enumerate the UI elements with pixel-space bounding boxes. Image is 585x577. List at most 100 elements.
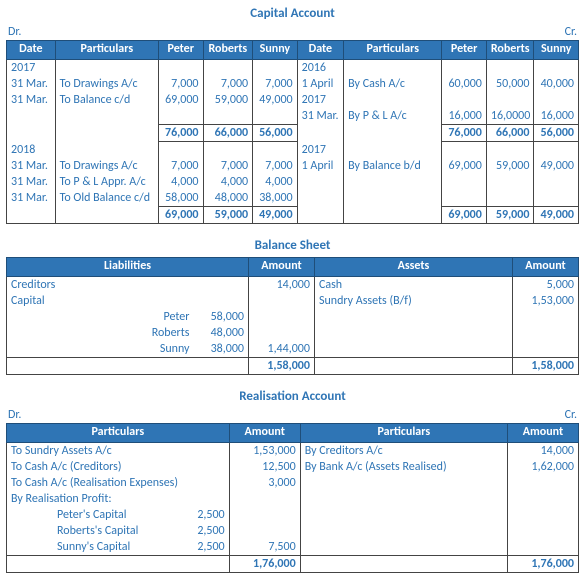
c: 69,000 (159, 92, 203, 108)
balance-title: Balance Sheet (6, 236, 579, 257)
total-row: 1,76,000 1,76,000 (7, 555, 579, 572)
c: 76,000 (442, 125, 486, 142)
table-row: 31 Mar. To Balance c/d 69,000 59,000 49,… (7, 92, 579, 108)
c (7, 555, 230, 572)
c (507, 475, 578, 491)
c (512, 341, 578, 358)
c (442, 174, 486, 190)
c (344, 92, 442, 108)
c (344, 142, 442, 158)
table-row: By Realisation Profit: (7, 491, 579, 507)
c: Capital (7, 293, 133, 309)
table-row: 2017 2016 (7, 60, 579, 77)
c: 7,000 (159, 158, 203, 174)
total-row: 1,58,000 1,58,000 (7, 357, 579, 374)
h-assets: Assets (314, 257, 512, 276)
c: 2,500 (172, 507, 229, 523)
c: By Balance b/d (344, 158, 442, 174)
c (486, 142, 534, 158)
c: 49,000 (534, 206, 579, 223)
cr-label: Cr. (565, 408, 577, 422)
c (534, 60, 579, 77)
c: 1 April (297, 158, 344, 174)
c: To Cash A/c (Creditors) (7, 459, 230, 475)
c: To Balance c/d (55, 92, 158, 108)
c (229, 491, 300, 507)
c (534, 92, 579, 108)
c (344, 125, 442, 142)
h-date-cr: Date (297, 41, 344, 60)
table-row: Sunny 38,000 1,44,000 (7, 341, 579, 358)
c: 49,000 (534, 158, 579, 174)
c: Roberts's Capital (7, 523, 173, 539)
balance-header-row: Liabilities Amount Assets Amount (7, 257, 579, 276)
c (314, 341, 512, 358)
h-part-cr: Particulars (344, 41, 442, 60)
h-amt-l: Amount (248, 257, 314, 276)
h-part-l: Particulars (7, 423, 230, 442)
c (314, 309, 512, 325)
c (7, 325, 133, 341)
c (486, 92, 534, 108)
c: 60,000 (442, 76, 486, 92)
c: 59,000 (203, 92, 253, 108)
c (253, 60, 297, 77)
c: 7,000 (253, 76, 297, 92)
dr-label: Dr. (8, 408, 21, 422)
c: 14,000 (248, 276, 314, 293)
c (507, 523, 578, 539)
c: To Drawings A/c (55, 158, 158, 174)
c (133, 293, 193, 309)
c (229, 507, 300, 523)
c: 1,76,000 (229, 555, 300, 572)
c: 38,000 (193, 341, 248, 358)
c: 16,000 (442, 108, 486, 125)
c: 2,500 (172, 523, 229, 539)
c (534, 142, 579, 158)
c: 56,000 (534, 125, 579, 142)
c (297, 206, 344, 223)
c (534, 190, 579, 207)
c: To Cash A/c (Realisation Expenses) (7, 475, 230, 491)
c: By P & L A/c (344, 108, 442, 125)
c: 31 Mar. (7, 174, 56, 190)
table-row: 31 Mar. To Drawings A/c 7,000 7,000 7,00… (7, 76, 579, 92)
c (7, 108, 56, 125)
c: 7,000 (203, 76, 253, 92)
c: 12,500 (229, 459, 300, 475)
h-roberts-cr: Roberts (486, 41, 534, 60)
c (55, 125, 158, 142)
c: 1,44,000 (248, 341, 314, 358)
c: 1 April (297, 76, 344, 92)
table-row: 2018 2017 (7, 142, 579, 158)
c (297, 190, 344, 207)
c (193, 293, 248, 309)
c (486, 60, 534, 77)
h-date-dr: Date (7, 41, 56, 60)
table-row: Peter's Capital 2,500 (7, 507, 579, 523)
c (314, 357, 512, 374)
c: 31 Mar. (7, 190, 56, 207)
table-row: 31 Mar. To P & L Appr. A/c 4,000 4,000 4… (7, 174, 579, 190)
realisation-drcr: Dr. Cr. (6, 408, 579, 423)
h-sunny-dr: Sunny (253, 41, 297, 60)
c (7, 357, 249, 374)
capital-table: Date Particulars Peter Roberts Sunny Dat… (6, 40, 579, 224)
c (442, 60, 486, 77)
c (248, 293, 314, 309)
table-row: Roberts's Capital 2,500 (7, 523, 579, 539)
dr-label: Dr. (8, 25, 21, 39)
realisation-table: Particulars Amount Particulars Amount To… (6, 423, 579, 573)
c: 1,53,000 (512, 293, 578, 309)
c (229, 523, 300, 539)
c: 49,000 (253, 206, 297, 223)
c (300, 507, 507, 523)
h-peter-cr: Peter (442, 41, 486, 60)
c: 2017 (7, 60, 56, 77)
c (203, 108, 253, 125)
c: Cash (314, 276, 512, 293)
h-liab: Liabilities (7, 257, 249, 276)
c: To Drawings A/c (55, 76, 158, 92)
c: To Old Balance c/d (55, 190, 158, 207)
c (297, 174, 344, 190)
